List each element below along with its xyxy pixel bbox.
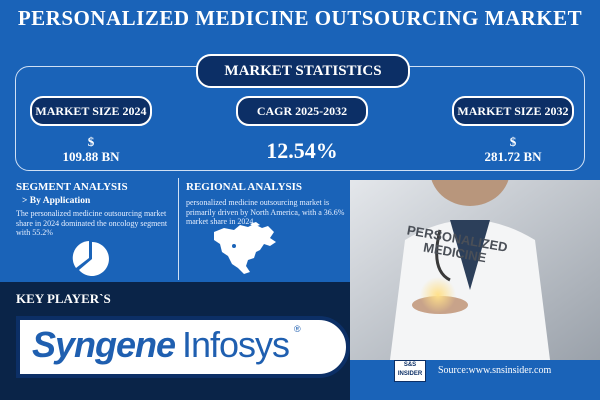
regional-analysis-text: personalized medicine outsourcing market…: [186, 198, 345, 226]
currency-symbol: $: [509, 134, 517, 149]
doctor-illustration: [350, 180, 600, 360]
currency-symbol: $: [87, 134, 95, 149]
key-players-logos: [16, 316, 350, 378]
source-text: Source:www.snsinsider.com: [438, 365, 552, 376]
pie-chart-icon: [72, 241, 109, 276]
page-title: PERSONALIZED MEDICINE OUTSOURCING MARKET: [17, 6, 583, 30]
cagr-label: CAGR 2025-2032: [236, 96, 368, 126]
segment-analysis-heading: SEGMENT ANALYSIS: [16, 181, 128, 193]
registered-mark: ®: [294, 324, 301, 334]
syngene-logo: Syngene: [32, 324, 176, 365]
north-america-map-icon: [214, 222, 276, 274]
market-size-2032-value: $ 281.72 BN: [448, 134, 578, 164]
regional-analysis-heading: REGIONAL ANALYSIS: [186, 181, 303, 193]
cagr-value: 12.54%: [266, 138, 338, 163]
market-size-2032-label: MARKET SIZE 2032: [452, 96, 574, 126]
market-size-2024-value: $ 109.88 BN: [30, 134, 152, 164]
market-size-2024-label: MARKET SIZE 2024: [30, 96, 152, 126]
section-divider: [178, 178, 179, 280]
sns-insider-logo: S&S INSIDER: [394, 360, 426, 382]
market-size-2032-amount: 281.72 BN: [484, 149, 542, 164]
segment-analysis-text: The personalized medicine outsourcing ma…: [16, 209, 168, 237]
infosys-logo: Infosys: [182, 324, 290, 365]
market-statistics-heading: MARKET STATISTICS: [196, 54, 410, 88]
market-size-2024-amount: 109.88 BN: [62, 149, 120, 164]
doctor-photo: [350, 180, 600, 360]
segment-subheading: > By Application: [22, 196, 91, 206]
key-players-heading: KEY PLAYER`S: [16, 291, 111, 306]
